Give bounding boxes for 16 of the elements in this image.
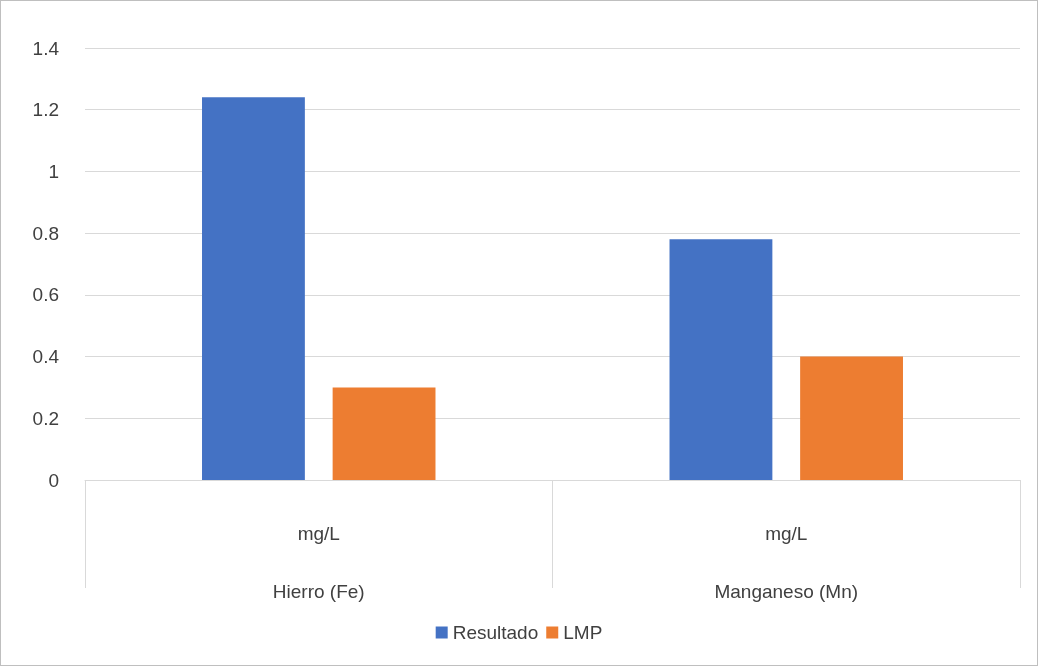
y-tick-label: 0 — [48, 469, 59, 491]
category-label: mg/L Hierro (Fe) — [272, 522, 365, 602]
y-tick-label: 1.4 — [32, 37, 60, 59]
legend-label: Resultado — [452, 622, 539, 643]
y-tick-label: 0.4 — [32, 346, 60, 368]
bar — [800, 356, 903, 480]
y-tick-label: 0.2 — [32, 407, 59, 429]
y-tick-label: 1.2 — [32, 99, 59, 121]
legend-label: LMP — [563, 622, 603, 643]
y-tick-label: 0.6 — [32, 284, 59, 306]
category-label: mg/L Manganeso (Mn) — [714, 522, 859, 602]
bar — [332, 387, 436, 480]
bar — [202, 97, 305, 480]
y-tick-label: 1 — [48, 160, 59, 182]
y-tick-label: 0.8 — [32, 222, 59, 244]
bar — [669, 239, 773, 480]
